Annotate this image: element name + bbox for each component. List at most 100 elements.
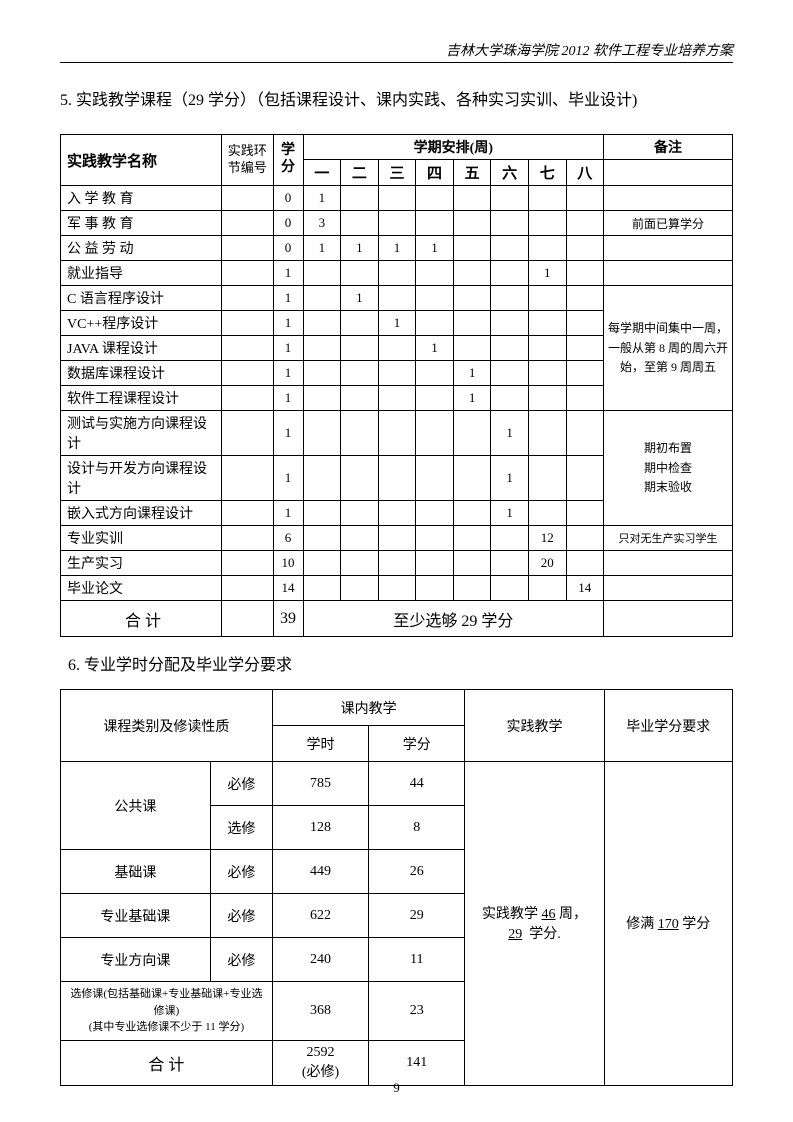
t2-head-cat: 课程类别及修读性质 xyxy=(61,690,273,762)
t2-head-grad: 毕业学分要求 xyxy=(604,690,732,762)
t1-row-sem xyxy=(566,551,604,576)
t1-row-sem xyxy=(566,526,604,551)
t1-row-name: VC++程序设计 xyxy=(61,311,222,336)
t1-row-sem xyxy=(491,386,529,411)
t1-row-sem: 1 xyxy=(453,361,491,386)
t1-sem-4: 四 xyxy=(416,160,454,186)
t1-row-name: 专业实训 xyxy=(61,526,222,551)
t1-row-sem xyxy=(341,456,379,501)
t1-row-sem xyxy=(303,336,341,361)
t1-row-sem xyxy=(378,186,416,211)
t1-sem-1: 一 xyxy=(303,160,341,186)
t1-row-sem xyxy=(378,501,416,526)
t1-row-code xyxy=(222,236,274,261)
section6-title: 6. 专业学时分配及毕业学分要求 xyxy=(68,651,733,675)
t1-row-sem xyxy=(528,501,566,526)
t1-row-sem: 1 xyxy=(378,311,416,336)
t1-sem-2: 二 xyxy=(341,160,379,186)
t1-row-sem xyxy=(341,576,379,601)
t1-row-sem xyxy=(453,286,491,311)
t1-row-name: 设计与开发方向课程设计 xyxy=(61,456,222,501)
t2-elective-hours: 368 xyxy=(272,982,368,1041)
t1-row-sem xyxy=(491,311,529,336)
t1-row-sem xyxy=(528,411,566,456)
t1-row-code xyxy=(222,361,274,386)
t1-row-sem xyxy=(453,551,491,576)
t1-row-note: 前面已算学分 xyxy=(604,211,733,236)
t1-row-sem xyxy=(303,311,341,336)
t1-row-code xyxy=(222,551,274,576)
t1-row-credit: 6 xyxy=(273,526,303,551)
t1-row-sem xyxy=(341,551,379,576)
t1-row-name: 公 益 劳 动 xyxy=(61,236,222,261)
t1-row-note xyxy=(604,236,733,261)
t1-row-sem xyxy=(566,211,604,236)
t2-r2-req: 必修 xyxy=(210,850,272,894)
page-header: 吉林大学珠海学院 2012 软件工程专业培养方案 xyxy=(60,40,733,63)
t1-row-sem xyxy=(566,236,604,261)
t1-row-name: C 语言程序设计 xyxy=(61,286,222,311)
t1-row-sem xyxy=(378,411,416,456)
t1-row-sem xyxy=(566,361,604,386)
t1-row-sem xyxy=(303,386,341,411)
t2-r2-hours: 449 xyxy=(272,850,368,894)
t2-r2-cat: 基础课 xyxy=(61,850,211,894)
t1-row-sem xyxy=(453,576,491,601)
t2-r3-credits: 29 xyxy=(369,894,465,938)
t1-row-sem xyxy=(528,576,566,601)
t1-row-sem xyxy=(528,211,566,236)
t1-row-sem xyxy=(378,336,416,361)
t1-row-code xyxy=(222,311,274,336)
t1-row-sem xyxy=(378,211,416,236)
t1-row-sem xyxy=(453,186,491,211)
t1-sem-7: 七 xyxy=(528,160,566,186)
t1-row-sem xyxy=(341,526,379,551)
t1-row-note xyxy=(604,576,733,601)
t1-row-credit: 14 xyxy=(273,576,303,601)
t1-row-sem xyxy=(528,186,566,211)
t1-row-sem xyxy=(341,261,379,286)
t2-head-inclass: 课内教学 xyxy=(272,690,465,726)
t1-row-sem xyxy=(453,336,491,361)
t1-row-sem: 1 xyxy=(528,261,566,286)
t1-row-credit: 1 xyxy=(273,456,303,501)
t1-row-sem: 1 xyxy=(303,236,341,261)
t1-row-sem xyxy=(303,286,341,311)
t2-r0-cat: 公共课 xyxy=(61,762,211,850)
t1-sum-text: 至少选够 29 学分 xyxy=(303,601,604,637)
t1-row-name: 软件工程课程设计 xyxy=(61,386,222,411)
t1-row-sem xyxy=(528,361,566,386)
t1-row-sem xyxy=(566,186,604,211)
t1-row-note xyxy=(604,551,733,576)
t1-row-sem xyxy=(566,456,604,501)
t1-row-sem xyxy=(341,336,379,361)
t1-note-group2: 期初布置 期中检查 期末验收 xyxy=(604,411,733,526)
t1-row-credit: 1 xyxy=(273,311,303,336)
t1-row-sem xyxy=(303,361,341,386)
t1-row-sem xyxy=(378,576,416,601)
t1-row-sem xyxy=(416,386,454,411)
t1-row-sem xyxy=(341,501,379,526)
t1-row-sem xyxy=(528,311,566,336)
t1-row-sem xyxy=(491,211,529,236)
t1-row-code xyxy=(222,286,274,311)
t1-row-sem xyxy=(453,526,491,551)
t1-row-name: 生产实习 xyxy=(61,551,222,576)
t1-row-sem xyxy=(341,311,379,336)
t1-row-sem xyxy=(341,361,379,386)
t1-row-code xyxy=(222,261,274,286)
t1-row-code xyxy=(222,211,274,236)
t1-row-sem: 1 xyxy=(453,386,491,411)
t1-row-sem xyxy=(491,186,529,211)
t1-row-sem xyxy=(378,261,416,286)
practice-table: 实践教学名称 实践环节编号 学分 学期安排(周) 备注 一 二 三 四 五 六 … xyxy=(60,134,733,637)
t1-row-credit: 1 xyxy=(273,361,303,386)
t2-elective-credits: 23 xyxy=(369,982,465,1041)
t1-row-sem xyxy=(491,236,529,261)
t1-row-sem: 1 xyxy=(341,236,379,261)
t1-row-sem: 1 xyxy=(341,286,379,311)
t2-sum-credits: 141 xyxy=(369,1040,465,1085)
t1-row-credit: 0 xyxy=(273,236,303,261)
t1-row-sem xyxy=(416,211,454,236)
t1-row-sem xyxy=(416,551,454,576)
